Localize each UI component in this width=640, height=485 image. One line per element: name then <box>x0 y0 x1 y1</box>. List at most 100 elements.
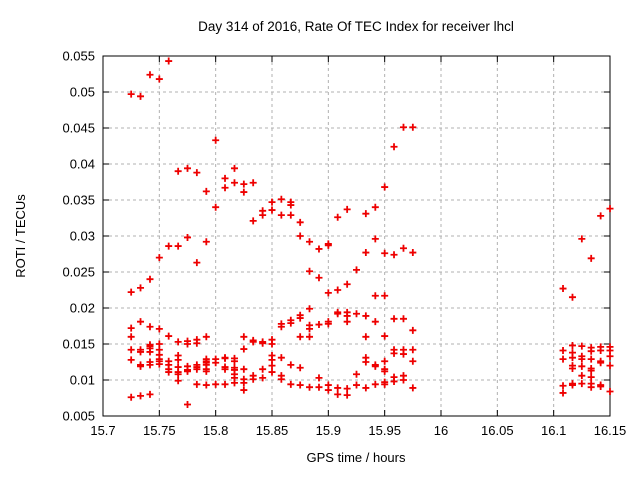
data-point-marker <box>137 318 145 326</box>
data-point-marker <box>399 350 407 358</box>
y-tick-label: 0.015 <box>62 337 95 352</box>
data-point-marker <box>362 249 370 257</box>
data-point-marker <box>287 211 295 219</box>
data-point-marker <box>174 356 182 364</box>
data-point-marker <box>221 354 229 362</box>
data-point-marker <box>334 390 342 398</box>
data-point-marker <box>277 375 285 383</box>
data-point-marker <box>212 203 220 211</box>
data-point-marker <box>230 379 238 387</box>
data-point-marker <box>202 381 210 389</box>
data-point-marker <box>409 249 417 257</box>
y-tick-label: 0.03 <box>70 229 95 244</box>
data-point-marker <box>155 325 163 333</box>
data-point-marker <box>343 280 351 288</box>
x-tick-label: 15.9 <box>316 423 341 438</box>
data-point-marker <box>184 367 191 375</box>
data-point-marker <box>597 346 605 354</box>
data-point-marker <box>230 179 238 187</box>
data-point-marker <box>259 339 267 347</box>
data-point-marker <box>202 187 210 195</box>
data-point-marker <box>362 312 370 320</box>
data-point-marker <box>578 235 586 243</box>
data-point-marker <box>221 365 229 373</box>
data-point-marker <box>371 292 379 300</box>
data-point-marker <box>127 346 135 354</box>
data-point-marker <box>221 174 229 182</box>
data-point-marker <box>240 188 248 196</box>
data-point-marker <box>381 292 389 300</box>
data-point-marker <box>606 388 614 396</box>
data-point-marker <box>184 233 191 241</box>
data-point-marker <box>137 92 145 100</box>
data-point-marker <box>259 211 267 219</box>
data-point-marker <box>230 357 238 365</box>
data-point-marker <box>212 380 220 388</box>
data-point-marker <box>568 293 576 301</box>
data-point-marker <box>287 361 295 369</box>
data-point-marker <box>353 381 360 389</box>
data-point-marker <box>606 352 614 360</box>
data-point-marker <box>193 380 201 388</box>
data-point-marker <box>268 340 276 348</box>
data-point-marker <box>315 383 323 391</box>
data-point-marker <box>315 245 323 253</box>
data-point-marker <box>381 357 389 365</box>
data-point-marker <box>334 213 342 221</box>
x-tick-label: 16.15 <box>594 423 627 438</box>
data-point-marker <box>202 333 210 341</box>
data-point-marker <box>324 241 332 249</box>
data-point-marker <box>240 386 248 394</box>
data-point-marker <box>165 332 173 340</box>
data-point-marker <box>559 346 567 354</box>
data-point-marker <box>240 180 248 188</box>
data-point-marker <box>399 244 407 252</box>
data-point-marker <box>296 381 304 389</box>
data-point-marker <box>174 242 182 250</box>
data-point-marker <box>334 286 342 294</box>
data-point-marker <box>268 206 276 214</box>
data-point-marker <box>221 184 229 192</box>
data-point-marker <box>409 384 417 392</box>
data-point-marker <box>174 338 182 346</box>
data-point-marker <box>249 179 257 187</box>
data-point-marker <box>268 198 276 206</box>
data-point-marker <box>127 393 135 401</box>
data-point-marker <box>193 339 201 347</box>
data-point-marker <box>578 372 586 380</box>
data-point-marker <box>146 390 154 398</box>
data-point-marker <box>146 323 154 331</box>
data-point-marker <box>409 357 417 365</box>
data-point-marker <box>568 341 576 349</box>
x-tick-label: 16.05 <box>481 423 514 438</box>
data-point-marker <box>146 71 154 79</box>
data-point-marker <box>353 266 360 274</box>
data-point-marker <box>240 333 248 341</box>
data-point-marker <box>578 380 586 388</box>
data-point-marker <box>597 382 605 390</box>
data-point-marker <box>409 346 417 354</box>
data-point-marker <box>362 384 370 392</box>
data-point-marker <box>277 354 285 362</box>
data-point-marker <box>249 375 257 383</box>
data-point-marker <box>268 362 276 370</box>
data-point-marker <box>127 288 135 296</box>
data-point-marker <box>137 284 145 292</box>
data-point-marker <box>277 323 285 331</box>
data-point-marker <box>353 310 360 318</box>
data-point-marker <box>155 254 163 262</box>
x-tick-label: 15.85 <box>256 423 289 438</box>
data-point-marker <box>390 251 398 259</box>
data-point-marker <box>221 380 229 388</box>
data-point-marker <box>390 377 398 385</box>
data-point-marker <box>193 169 201 177</box>
data-point-marker <box>193 365 201 373</box>
y-tick-label: 0.04 <box>70 157 95 172</box>
data-point-marker <box>371 235 379 243</box>
data-point-marker <box>371 362 379 370</box>
data-point-marker <box>409 326 417 334</box>
data-point-marker <box>578 362 586 370</box>
data-point-marker <box>277 211 285 219</box>
data-point-marker <box>409 123 417 131</box>
